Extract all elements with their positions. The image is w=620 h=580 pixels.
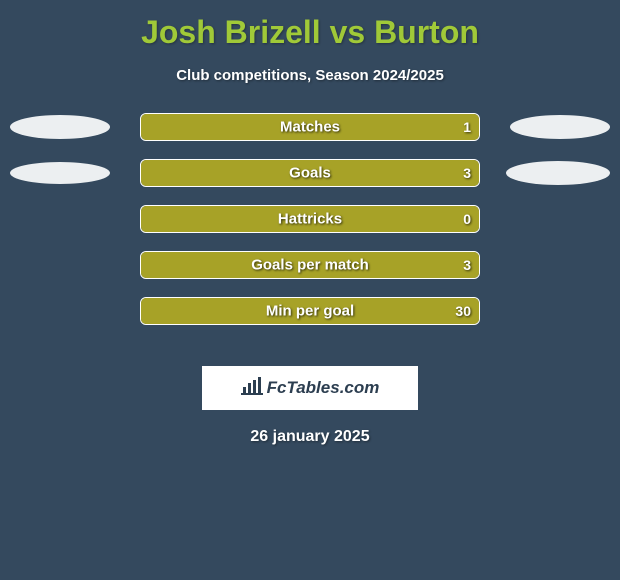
- bar-track: Hattricks 0: [140, 205, 480, 233]
- bar-track: Goals 3: [140, 159, 480, 187]
- page-title: Josh Brizell vs Burton: [0, 0, 620, 51]
- bar-label: Goals: [289, 165, 331, 182]
- bar-label: Hattricks: [278, 211, 342, 228]
- stat-row: Matches 1: [0, 112, 620, 142]
- date-text: 26 january 2025: [0, 428, 620, 446]
- logo-text: FcTables.com: [267, 378, 380, 398]
- right-ellipse: [510, 115, 610, 139]
- bar-label: Matches: [280, 119, 340, 136]
- bar-value: 3: [463, 257, 471, 273]
- bar-value: 3: [463, 165, 471, 181]
- barchart-icon: [241, 377, 263, 400]
- logo-box: FcTables.com: [202, 366, 418, 410]
- stat-row: Goals 3: [0, 158, 620, 188]
- stat-row: Min per goal 30: [0, 296, 620, 326]
- right-ellipse: [506, 161, 610, 185]
- bar-label: Min per goal: [266, 303, 354, 320]
- bar-track: Min per goal 30: [140, 297, 480, 325]
- left-ellipse: [10, 115, 110, 139]
- bar-track: Matches 1: [140, 113, 480, 141]
- stat-row: Hattricks 0: [0, 204, 620, 234]
- left-ellipse: [10, 162, 110, 184]
- subtitle: Club competitions, Season 2024/2025: [0, 67, 620, 84]
- stat-row: Goals per match 3: [0, 250, 620, 280]
- comparison-chart: Matches 1 Goals 3 Hattricks 0 Goals per match 3…: [0, 112, 620, 352]
- bar-track: Goals per match 3: [140, 251, 480, 279]
- bar-value: 1: [463, 119, 471, 135]
- bar-value: 30: [455, 303, 471, 319]
- bar-value: 0: [463, 211, 471, 227]
- bar-label: Goals per match: [251, 257, 369, 274]
